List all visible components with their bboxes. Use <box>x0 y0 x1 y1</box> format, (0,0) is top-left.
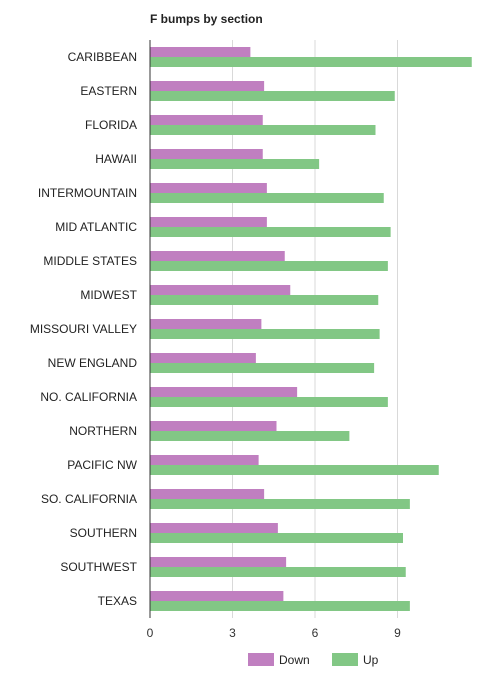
category-label: EASTERN <box>80 84 137 98</box>
bar-down <box>150 557 287 567</box>
category-label: MISSOURI VALLEY <box>30 322 137 336</box>
axes: 0 3 6 9 CARIBBEAN EASTERN FLORIDA HAWAII INTERMO… <box>30 40 401 640</box>
legend-swatch-down <box>248 653 274 666</box>
bar-up <box>150 397 388 407</box>
bar-down <box>150 489 265 499</box>
category-label: SOUTHWEST <box>60 560 137 574</box>
category-label: HAWAII <box>95 152 137 166</box>
category-label: NORTHERN <box>69 424 137 438</box>
bar-up <box>150 431 350 441</box>
category-label: MID ATLANTIC <box>55 220 137 234</box>
bar-down <box>150 421 277 431</box>
bar-down <box>150 387 298 397</box>
bar-down <box>150 81 265 91</box>
category-label: MIDWEST <box>80 288 137 302</box>
bar-up <box>150 567 406 577</box>
category-label: NEW ENGLAND <box>48 356 138 370</box>
bar-down <box>150 47 251 57</box>
bar-down <box>150 353 256 363</box>
bar-down <box>150 455 259 465</box>
bar-down <box>150 183 267 193</box>
bar-down <box>150 591 284 601</box>
category-label: CARIBBEAN <box>68 50 137 64</box>
category-label: FLORIDA <box>85 118 137 132</box>
bar-down <box>150 115 263 125</box>
bar-up <box>150 193 384 203</box>
legend-swatch-up <box>332 653 358 666</box>
bar-up <box>150 125 376 135</box>
bar-down <box>150 149 263 159</box>
category-label: NO. CALIFORNIA <box>40 390 137 404</box>
bar-down <box>150 251 285 261</box>
legend-label-up: Up <box>363 653 379 667</box>
category-label: SO. CALIFORNIA <box>41 492 137 506</box>
bar-up <box>150 363 375 373</box>
bar-up <box>150 329 380 339</box>
category-label: PACIFIC NW <box>67 458 137 472</box>
bar-up <box>150 295 379 305</box>
bar-down <box>150 217 267 227</box>
legend: Down Up <box>248 653 379 667</box>
bar-up <box>150 57 472 67</box>
bar-down <box>150 319 262 329</box>
bars <box>150 47 472 611</box>
bar-up <box>150 91 395 101</box>
bar-up <box>150 601 410 611</box>
bar-up <box>150 227 391 237</box>
category-label: TEXAS <box>98 594 137 608</box>
x-tick-label: 9 <box>394 626 401 640</box>
legend-label-down: Down <box>279 653 310 667</box>
bar-down <box>150 285 291 295</box>
bar-up <box>150 533 403 543</box>
bar-up <box>150 499 410 509</box>
bar-up <box>150 159 320 169</box>
x-tick-label: 0 <box>147 626 154 640</box>
bar-up <box>150 465 439 475</box>
category-label: MIDDLE STATES <box>43 254 137 268</box>
x-tick-label: 6 <box>312 626 319 640</box>
category-label: INTERMOUNTAIN <box>38 186 137 200</box>
category-label: SOUTHERN <box>70 526 137 540</box>
chart-title: F bumps by section <box>150 12 263 26</box>
bar-up <box>150 261 388 271</box>
x-tick-label: 3 <box>229 626 236 640</box>
bar-down <box>150 523 278 533</box>
